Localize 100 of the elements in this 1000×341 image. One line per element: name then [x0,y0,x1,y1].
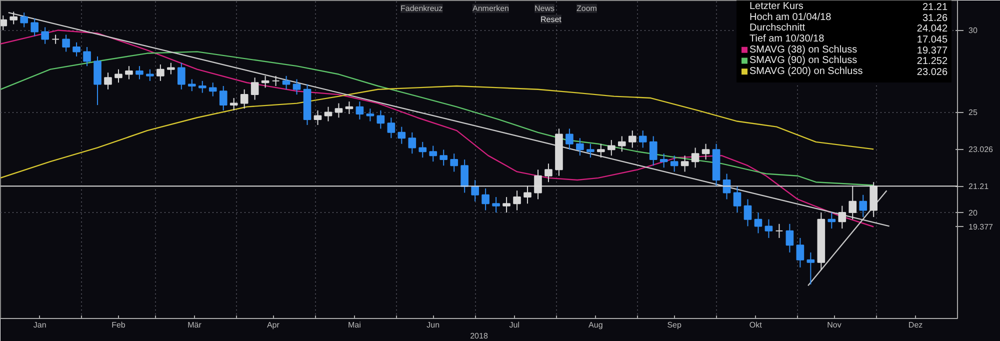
candlestick [366,108,374,122]
candlestick [62,34,70,52]
candlestick [859,194,868,218]
annotation: 21.252 [916,56,948,68]
candlestick [733,186,742,214]
candlestick [828,212,836,230]
annotation: 31.26 [922,12,948,24]
candlestick [775,223,784,238]
annotation: 17.045 [916,34,948,46]
y-tick-label: 30 [968,26,978,36]
x-tick-label: Mär [188,320,202,330]
x-tick-label: Apr [266,320,280,330]
annotation: News [534,4,555,13]
x-tick-label: Okt [749,320,763,330]
candlestick [408,132,416,154]
candlestick [513,190,521,211]
text: 19.377 [968,222,994,232]
candlestick [104,72,112,90]
candlestick [114,68,122,84]
candlestick [754,212,762,234]
candlestick [94,56,102,106]
candlestick [208,82,217,97]
candlestick [72,42,80,57]
annotation: Hoch am 01/04/18 [750,12,832,23]
candlestick [250,77,259,100]
candlestick [702,143,710,160]
candlestick [691,147,700,168]
candlestick [334,102,343,118]
candlestick [796,237,804,268]
candlestick [167,62,175,75]
candlestick [764,218,773,238]
candlestick [83,46,91,67]
candlestick [146,68,154,82]
x-tick-label: Mai [348,320,362,330]
candlestick [418,141,427,158]
candlestick [345,101,354,114]
legend-label: SMAVG (90) on Schluss [750,55,858,66]
annotation: Reset [540,14,562,24]
y-tick-label: 20 [968,208,978,218]
candlestick [261,75,270,88]
text: 23.026 [968,145,994,154]
x-tick-label: Jun [426,320,440,330]
annotation: 19.377 [916,45,948,56]
candlestick [597,143,605,158]
annotation: Tief am 10/30/18 [750,34,825,45]
annotation: 24.042 [916,24,948,35]
candlestick [806,252,815,285]
candlestick [566,128,574,150]
candlestick [41,26,49,44]
candlestick [471,180,479,202]
candlestick [125,66,133,80]
candlestick [398,126,406,144]
candlestick [649,136,658,166]
candlestick [492,196,500,214]
x-tick-label: Jan [33,320,46,330]
candlestick [178,62,186,90]
annotation: Letzter Kurs [750,0,804,12]
candlestick [429,145,438,162]
candlestick [440,149,448,166]
candlestick [744,198,752,227]
candlestick [680,155,689,172]
candlestick [838,205,846,230]
annotation: Zoom [576,4,598,13]
candlestick [460,159,468,194]
candlestick [356,101,364,120]
candlestick [282,75,290,90]
candlestick [544,163,552,183]
candlestick [502,196,510,214]
x-tick-label: Nov [827,320,842,330]
legend-label: SMAVG (200) on Schluss [750,66,863,78]
candlestick [376,110,385,130]
y-tick-label: 25 [968,108,978,118]
annotation: Fadenkreuz [400,4,443,13]
candlestick [219,85,228,111]
candlestick [628,130,636,148]
x-tick-label: Dez [908,320,923,330]
candlestick [10,11,18,25]
candlestick [188,78,196,92]
candlestick [272,75,280,86]
x-tick-label: Jul [509,320,520,330]
candlestick [292,78,301,96]
candlestick [786,223,794,253]
line-series [0,85,874,179]
candlestick [576,138,584,156]
annotation: Anmerken [472,4,509,13]
candlestick [670,155,678,172]
candlestick [20,12,28,28]
annotation: 21.21 [922,2,948,13]
annotation: 23.026 [916,67,948,78]
candlestick [638,130,647,148]
candlestick [198,80,206,94]
candlestick [156,64,164,82]
candlestick [314,110,322,126]
ref-line-label: 21.21 [968,182,990,192]
candlestick [136,66,144,80]
x-axis-title: 2018 [470,332,488,340]
candlestick [230,98,238,111]
candlestick [0,14,8,31]
x-tick-label: Feb [112,320,126,330]
annotation: Durchschnitt [750,22,806,34]
